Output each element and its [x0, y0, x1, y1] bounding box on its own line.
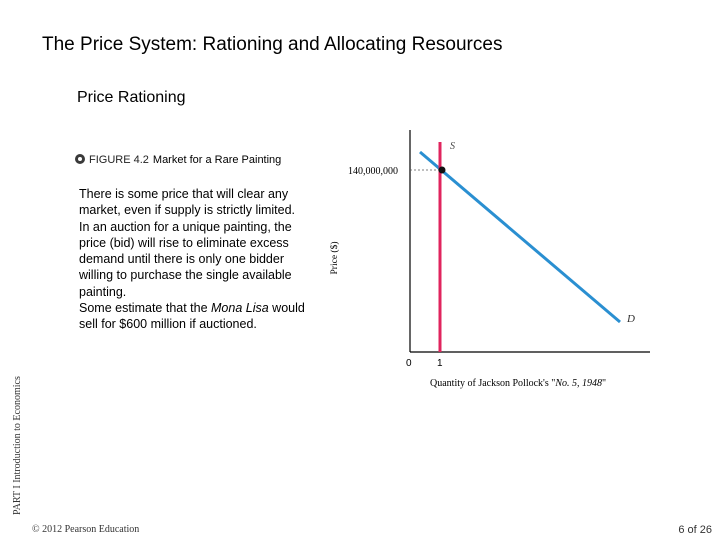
demand-label: D: [626, 313, 635, 325]
body-text-post: would sell for $600 million if auctioned…: [79, 301, 305, 332]
mona-lisa-title: Mona Lisa: [211, 301, 269, 316]
y-axis-label: Price ($): [329, 242, 340, 275]
figure-bullet-icon: [75, 154, 85, 164]
page-number: 6 of 26: [678, 524, 712, 536]
slide-title: The Price System: Rationing and Allocati…: [42, 34, 503, 55]
body-paragraph-2: In an auction for a unique painting, the…: [79, 219, 292, 299]
x-axis-label-prefix: Quantity of Jackson Pollock's ": [430, 378, 555, 389]
figure-caption: FIGURE 4.2 Market for a Rare Painting: [75, 153, 315, 167]
body-text: There is some price that will clear any …: [79, 186, 309, 333]
part-side-label: PART I Introduction to Economics: [12, 376, 23, 515]
x-tick-1: 1: [437, 358, 443, 369]
demand-curve: [419, 150, 621, 324]
body-paragraph-3: Some estimate that the Mona Lisa would s…: [79, 300, 309, 333]
x-axis-label: Quantity of Jackson Pollock's "No. 5, 19…: [430, 378, 606, 389]
x-tick-0: 0: [406, 358, 412, 369]
equilibrium-point: [438, 166, 446, 174]
supply-label: S: [450, 141, 455, 152]
y-tick-label: 140,000,000: [348, 166, 398, 177]
body-paragraph-1: There is some price that will clear any …: [79, 187, 296, 218]
figure-number: FIGURE 4.2: [89, 154, 149, 166]
figure-title: Market for a Rare Painting: [152, 154, 282, 166]
x-axis-label-title: No. 5, 1948: [554, 378, 602, 389]
x-axis-label-suffix: ": [602, 378, 606, 389]
slide-subtitle: Price Rationing: [77, 89, 186, 106]
market-chart: 140,000,000 Price ($) S D 0 1 Quantity o…: [329, 130, 650, 389]
body-text-pre: Some estimate that the: [79, 301, 212, 316]
copyright: © 2012 Pearson Education: [32, 524, 140, 535]
